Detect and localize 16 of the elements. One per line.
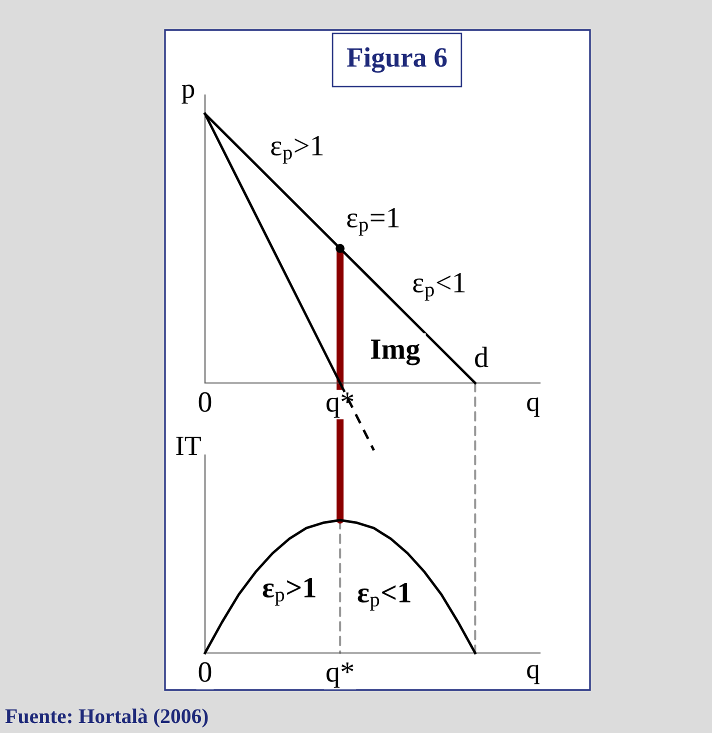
chart-title: Figura 6 <box>346 47 447 73</box>
x-tick-label: 0 <box>198 392 212 412</box>
x-tick-label: q* <box>326 662 354 688</box>
x-tick-label: q* <box>326 392 354 418</box>
x-axis-title: q <box>527 398 540 417</box>
x-axis-title: q <box>527 664 540 684</box>
annotation: ε$_{p}$>1 <box>262 578 316 606</box>
text: p <box>182 84 194 104</box>
annotation: Img <box>370 340 420 366</box>
source-note: Fuente: Hortalà (2006) <box>5 708 208 728</box>
annotation: ε$_{p}$<1 <box>358 583 410 611</box>
x-tick-label: 0 <box>198 662 212 682</box>
annotation: ε$_{p}$<1 <box>413 273 465 301</box>
annotation: d <box>475 346 488 368</box>
annotation: ε$_{p}$=1 <box>347 208 399 236</box>
y-axis-title: IT <box>176 436 201 456</box>
